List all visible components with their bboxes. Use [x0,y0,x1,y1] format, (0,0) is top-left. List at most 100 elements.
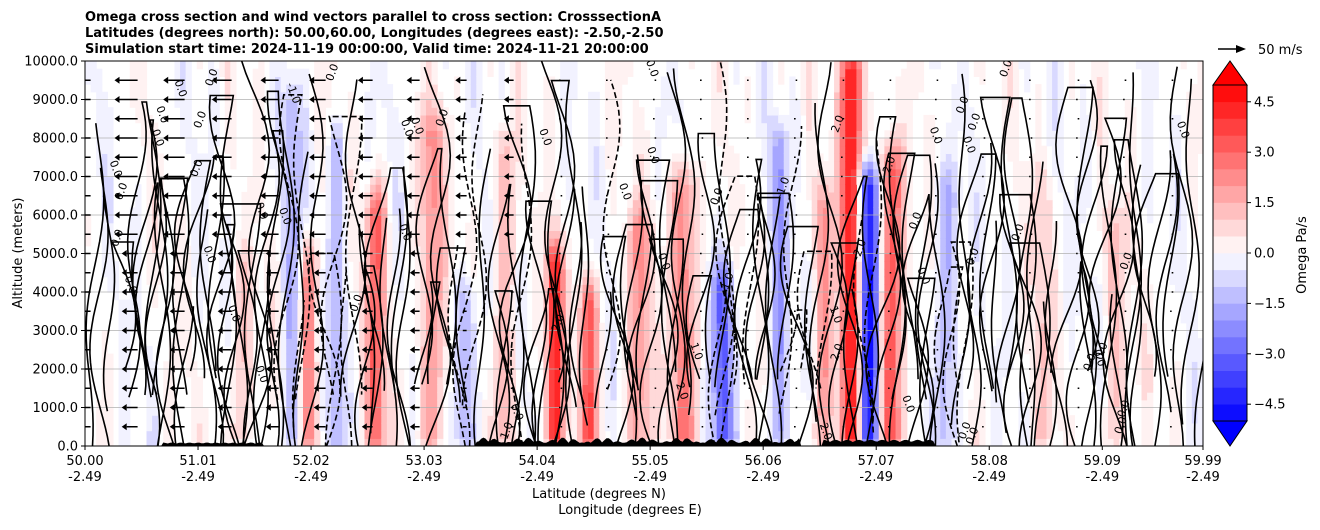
omega-fill-cell [548,384,556,393]
omega-fill-cell [157,238,164,247]
omega-fill-cell [839,215,846,224]
omega-fill-cell [867,261,874,270]
omega-fill-cell [878,315,885,324]
omega-fill-cell [644,168,651,178]
omega-fill-cell [655,145,662,154]
omega-fill-cell [817,376,824,385]
omega-fill-cell [800,315,807,324]
omega-fill-cell [845,353,852,362]
omega-fill-cell [543,145,550,154]
omega-fill-cell [509,399,517,409]
omega-fill-cell [224,61,231,70]
omega-fill-cell [308,176,315,185]
omega-fill-cell [319,184,326,193]
omega-fill-cell [761,122,768,131]
omega-fill-cell [442,376,449,385]
omega-fill-cell [308,130,315,139]
omega-fill-cell [107,130,114,139]
omega-fill-cell [431,76,438,85]
omega-fill-cell [565,292,572,301]
omega-fill-cell [241,276,248,285]
omega-fill-cell [235,345,243,355]
omega-fill-cell [498,238,505,247]
omega-fill-cell [386,253,394,262]
omega-fill-cell [856,130,863,139]
omega-fill-cell [817,253,824,262]
omega-fill-cell [789,153,796,162]
omega-fill-cell [303,430,310,439]
omega-fill-cell [96,422,103,432]
omega-fill-cell [722,84,729,93]
omega-fill-cell [504,130,511,139]
omega-fill-cell [677,161,684,170]
omega-fill-cell [878,268,885,278]
omega-fill-cell [783,138,790,147]
omega-fill-cell [493,384,500,393]
omega-fill-cell [515,330,522,339]
omega-fill-cell [207,61,215,70]
omega-fill-cell [884,307,891,316]
omega-fill-cell [649,261,656,270]
omega-fill-cell [101,376,108,385]
omega-fill-cell [375,322,382,332]
omega-fill-cell [325,422,332,432]
omega-fill-cell [437,299,444,308]
omega-fill-cell [370,184,377,193]
omega-fill-cell [660,353,667,362]
omega-fill-cell [644,138,651,147]
omega-fill-cell [118,438,125,446]
omega-fill-cell [604,345,612,355]
omega-fill-cell [465,292,472,301]
omega-fill-cell [582,268,589,278]
omega-fill-cell [906,130,913,139]
omega-fill-cell [582,338,589,347]
omega-fill-cell [638,130,645,139]
omega-fill-cell [448,430,455,439]
omega-fill-cell [107,392,114,401]
omega-fill-cell [548,299,556,308]
omega-fill-cell [644,330,651,339]
omega-fill-cell [800,276,807,285]
omega-fill-cell [649,376,656,385]
omega-fill-cell [789,84,796,93]
omega-fill-cell [783,384,790,393]
omega-fill-cell [308,361,315,370]
omega-fill-cell [504,392,511,401]
omega-fill-cell [766,376,774,385]
omega-fill-cell [616,99,623,108]
omega-fill-cell [370,230,377,239]
omega-fill-cell [431,315,438,324]
omega-fill-cell [297,369,304,378]
omega-fill-cell [358,422,366,432]
omega-fill-cell [476,99,483,108]
omega-fill-cell [381,245,388,255]
omega-fill-cell [543,376,550,385]
omega-fill-cell [269,99,276,108]
omega-fill-cell [722,122,729,131]
omega-fill-cell [409,361,416,370]
omega-fill-cell [811,215,818,224]
omega-fill-cell [610,430,617,439]
omega-fill-cell [286,184,293,193]
omega-fill-cell [135,292,142,301]
omega-fill-cell [504,353,511,362]
omega-fill-cell [677,322,684,332]
omega-fill-cell [722,245,729,255]
omega-fill-cell [884,222,891,231]
omega-fill-cell [330,138,338,147]
omega-fill-cell [884,230,891,239]
omega-fill-cell [671,322,679,332]
omega-fill-cell [135,84,142,93]
omega-fill-cell [834,61,841,70]
omega-fill-cell [554,330,561,339]
omega-fill-cell [834,268,841,278]
omega-fill-cell [694,399,701,409]
omega-fill-cell [431,145,438,154]
omega-fill-cell [537,230,544,239]
omega-fill-cell [364,238,371,247]
omega-fill-cell [146,422,153,432]
omega-fill-cell [330,199,338,208]
omega-fill-cell [845,107,852,116]
omega-fill-cell [906,284,913,293]
omega-fill-cell [303,84,310,93]
